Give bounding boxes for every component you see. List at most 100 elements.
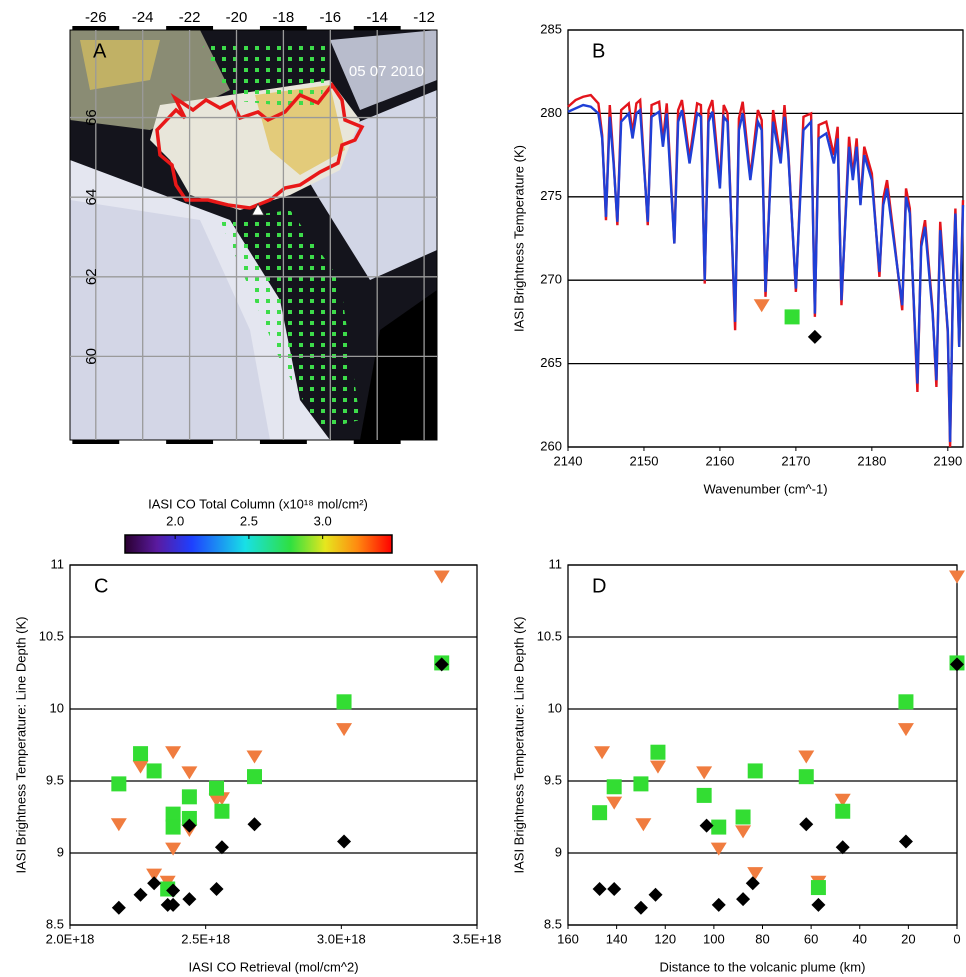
y-tick-label: 9 — [57, 844, 64, 859]
lon-tick-label: -14 — [366, 9, 388, 26]
map-border — [69, 29, 438, 441]
colorbar-tick-label: 2.0 — [166, 513, 184, 528]
marker — [745, 876, 760, 891]
marker — [133, 746, 149, 762]
marker — [711, 819, 727, 835]
spectrum-line — [567, 103, 965, 443]
marker — [747, 867, 764, 881]
y-axis-title: IASI Brightness Temperature: Line Depth … — [511, 617, 526, 874]
x-tick-label: 2150 — [630, 453, 659, 468]
marker — [807, 329, 822, 344]
lon-tick-label: -18 — [273, 9, 295, 26]
marker — [607, 882, 622, 896]
x-tick-label: 2160 — [705, 453, 734, 468]
frame-segment — [259, 26, 307, 30]
panel-label: D — [592, 575, 606, 597]
y-tick-label: 11 — [549, 556, 563, 571]
marker — [165, 746, 182, 760]
frame-segment — [353, 26, 401, 30]
marker — [247, 817, 262, 832]
panel-label: C — [94, 575, 108, 597]
marker — [835, 840, 850, 855]
lon-tick-label: -22 — [179, 9, 201, 26]
colorbar-tick-label: 3.0 — [314, 513, 332, 528]
marker — [735, 825, 752, 839]
lat-tick-label: 62 — [83, 268, 100, 285]
marker — [648, 887, 663, 902]
x-tick-label: 2.5E+18 — [181, 931, 230, 946]
frame-segment — [72, 440, 120, 444]
marker — [181, 789, 197, 805]
marker — [182, 892, 197, 907]
marker — [736, 892, 751, 907]
marker — [214, 803, 230, 819]
x-tick-label: 160 — [557, 931, 579, 946]
x-tick-label: 2190 — [933, 453, 962, 468]
marker — [949, 570, 965, 584]
marker — [246, 750, 263, 764]
y-tick-label: 285 — [540, 21, 562, 36]
y-tick-label: 8.5 — [544, 916, 562, 931]
y-axis-title: IASI Brightness Temperature (K) — [511, 145, 526, 332]
x-tick-label: 2.0E+18 — [46, 931, 95, 946]
marker — [594, 746, 611, 760]
map-date: 05 07 2010 — [349, 63, 424, 80]
marker — [336, 723, 353, 737]
marker — [165, 806, 181, 822]
x-tick-label: 2170 — [781, 453, 810, 468]
x-tick-label: 40 — [853, 931, 867, 946]
marker — [181, 766, 198, 780]
lat-tick-label: 64 — [83, 189, 100, 206]
marker — [147, 876, 162, 891]
plot-frame — [567, 564, 958, 926]
y-tick-label: 265 — [540, 355, 562, 370]
lat-tick-label: 60 — [83, 348, 100, 365]
marker — [950, 657, 964, 672]
y-tick-label: 10 — [548, 700, 562, 715]
marker — [182, 818, 197, 833]
frame-segment — [166, 26, 214, 30]
x-tick-label: 0 — [953, 931, 960, 946]
y-tick-label: 10 — [50, 700, 64, 715]
lon-tick-label: -12 — [413, 9, 435, 26]
x-tick-label: 3.0E+18 — [317, 931, 366, 946]
marker — [166, 897, 181, 912]
lat-tick-label: 66 — [83, 109, 100, 126]
marker — [649, 760, 666, 774]
x-tick-label: 20 — [901, 931, 915, 946]
marker — [633, 900, 648, 915]
marker — [337, 834, 352, 849]
frame-segment — [72, 26, 120, 30]
marker — [898, 834, 913, 849]
map-image — [70, 30, 437, 440]
marker — [747, 763, 763, 779]
plot-frame — [69, 564, 478, 926]
marker — [799, 817, 814, 832]
colorbar-title: IASI CO Total Column (x10¹⁸ mol/cm²) — [148, 496, 368, 511]
y-tick-label: 280 — [540, 105, 562, 120]
y-tick-label: 9 — [555, 844, 562, 859]
x-tick-label: 120 — [654, 931, 676, 946]
spectrum-line — [567, 93, 965, 448]
y-tick-label: 260 — [540, 438, 562, 453]
marker — [592, 805, 608, 821]
marker — [434, 657, 449, 672]
marker — [635, 818, 652, 832]
y-axis-title: IASI Brightness Temperature: Line Depth … — [13, 617, 28, 874]
marker — [711, 897, 726, 912]
marker — [798, 769, 814, 785]
x-tick-label: 140 — [606, 931, 628, 946]
marker — [110, 818, 127, 832]
x-tick-label: 3.5E+18 — [453, 931, 502, 946]
marker — [181, 810, 197, 826]
colorbar — [124, 534, 393, 554]
x-axis-title: Distance to the volcanic plume (km) — [660, 959, 866, 974]
marker — [111, 900, 126, 915]
marker — [835, 803, 851, 819]
marker — [133, 887, 148, 902]
y-tick-label: 270 — [540, 272, 562, 287]
lon-tick-label: -24 — [132, 9, 154, 26]
marker — [606, 779, 622, 795]
marker — [696, 787, 712, 803]
